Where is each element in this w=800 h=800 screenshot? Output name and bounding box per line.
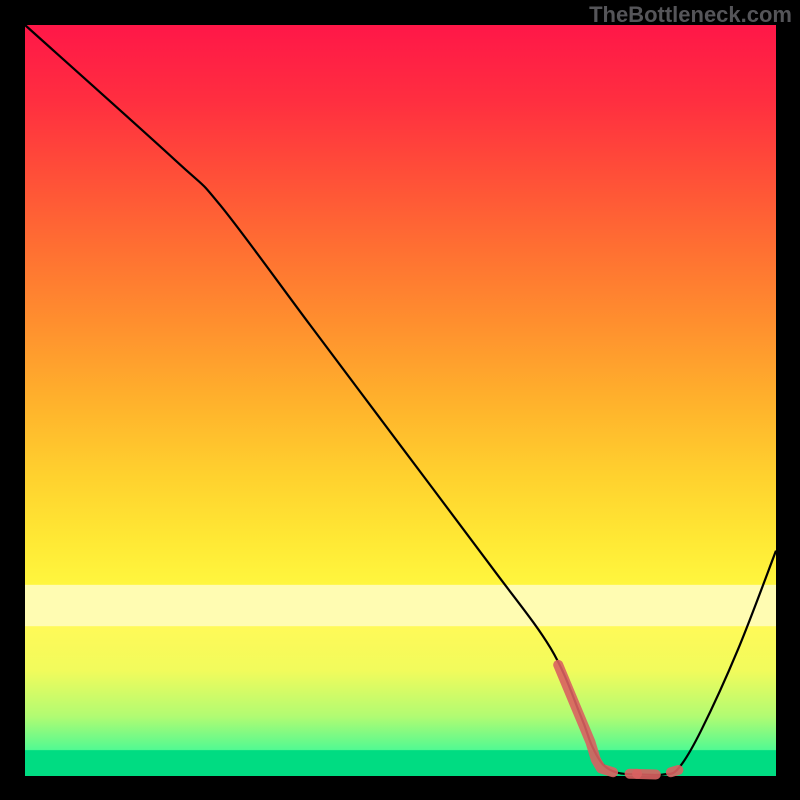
- gradient-background: [25, 25, 776, 776]
- highlight-segment-2: [671, 770, 679, 772]
- bottleneck-curve-chart: [0, 0, 800, 800]
- chart-container: TheBottleneck.com: [0, 0, 800, 800]
- highlight-dot: [632, 769, 642, 779]
- watermark-text: TheBottleneck.com: [589, 2, 792, 28]
